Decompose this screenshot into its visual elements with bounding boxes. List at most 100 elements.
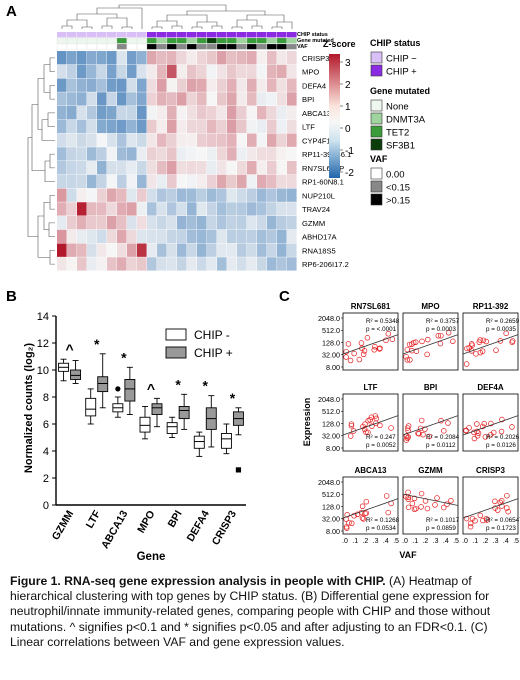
heatmap-cell: [277, 147, 287, 161]
heatmap-cell: [207, 147, 217, 161]
scatter-x-tick-label: .3: [493, 538, 499, 545]
scatter-point: [349, 520, 355, 526]
scatter-panel-title: DEF4A: [477, 383, 503, 392]
heatmap-cell: [277, 119, 287, 134]
heatmap-cell: [287, 202, 297, 216]
heatmap-cell: [127, 106, 137, 120]
heatmap-cell: [127, 243, 137, 257]
scatter-point: [411, 495, 418, 502]
scatter-y-tick-label: 512.0: [322, 326, 340, 335]
heatmap-cell: [127, 161, 137, 175]
heatmap-cell: [107, 229, 117, 244]
annot-vaf-cell: [136, 43, 147, 50]
heatmap-cell: [157, 229, 167, 244]
scatter-point: [346, 520, 352, 526]
annot-gene-cell: [256, 37, 267, 44]
heatmap-cell: [177, 216, 187, 230]
heatmap-cell: [137, 216, 147, 230]
heatmap-cell: [217, 78, 227, 92]
heatmap-cell: [107, 106, 117, 120]
heatmap-cell: [237, 202, 247, 216]
heatmap-cell: [167, 229, 177, 244]
heatmap-cell: [67, 202, 77, 216]
heatmap-cell: [237, 257, 247, 271]
dendrogram-branch: [43, 64, 50, 93]
heatmap-cell: [277, 174, 287, 189]
heatmap-cell: [167, 257, 177, 271]
heatmap-cell: [257, 161, 267, 175]
heatmap-cell: [117, 64, 127, 79]
heatmap-cell: [217, 119, 227, 134]
scatter-point: [491, 429, 497, 436]
annot-chip-cell: [257, 32, 267, 38]
annot-chip-cell: [147, 32, 157, 38]
heatmap-cell: [287, 106, 297, 120]
caption-title: Figure 1. RNA-seq gene expression analys…: [10, 574, 386, 588]
annot-chip-cell: [157, 32, 167, 38]
heatmap-cell: [197, 133, 207, 147]
legend-swatch: [370, 167, 383, 180]
heatmap-cell: [247, 78, 257, 92]
heatmap-cell: [157, 147, 167, 161]
scatter-point: [385, 331, 392, 337]
heatmap-cell: [57, 229, 67, 244]
scatter-y-tick-label: 512.0: [322, 407, 340, 416]
heatmap-cell: [217, 174, 227, 189]
legend-swatch: [370, 193, 383, 206]
scatter-x-tick-label: .1: [412, 538, 418, 545]
dendrogram-branch: [47, 112, 55, 127]
scatter-x-tick-label: .1: [352, 538, 358, 545]
scatter-point: [467, 520, 474, 527]
heatmap-cell: [247, 64, 257, 79]
scatter-point: [405, 504, 412, 511]
scatter-x-tick-label: .1: [472, 538, 478, 545]
heatmap-cell: [207, 92, 217, 106]
heatmap-cell: [107, 188, 117, 202]
heatmap-grid: [57, 51, 297, 271]
heatmap-cell: [277, 243, 287, 257]
annot-chip-cell: [227, 32, 237, 38]
heatmap-cell: [77, 188, 87, 202]
scatter-point: [483, 338, 490, 345]
zscore-ticks: 3 2 1 0 -1 -2: [340, 58, 354, 179]
heatmap-cell: [207, 243, 217, 257]
annot-gene-cell: [96, 37, 107, 44]
annot-chip-cell: [267, 32, 277, 38]
legend-vaf-title: VAF: [370, 154, 388, 164]
scatter-x-tick-label: .2: [422, 538, 428, 545]
scatter-point: [448, 498, 454, 504]
legend-chip: CHIP − CHIP +: [370, 51, 417, 78]
annot-vaf-cell: [76, 43, 87, 50]
heatmap-cell: [287, 92, 297, 106]
heatmap-cell: [77, 106, 87, 120]
legend-swatch: [370, 51, 383, 64]
gene-label: ABHD17A: [302, 233, 338, 242]
heatmap-cell: [247, 92, 257, 106]
heatmap-cell: [97, 119, 107, 134]
heatmap-cell: [57, 64, 67, 79]
scatter-point: [351, 350, 357, 357]
heatmap-cell: [177, 188, 187, 202]
boxplot-box: [151, 403, 163, 416]
boxplot-x-tick-label: BPI: [166, 508, 185, 529]
heatmap-cell: [287, 64, 297, 79]
scatter-y-tick-label: 2048.0: [318, 395, 340, 404]
gene-label: GZMM: [302, 219, 325, 228]
heatmap-cell: [77, 202, 87, 216]
heatmap-cell: [97, 174, 107, 189]
heatmap-cell: [247, 188, 257, 202]
heatmap-cell: [287, 229, 297, 244]
heatmap-cell: [257, 78, 267, 92]
boxplot-y-tick-label: 14: [37, 311, 49, 323]
heatmap-cell: [157, 202, 167, 216]
dendrogram-branch: [61, 25, 73, 29]
heatmap-cell: [137, 106, 147, 120]
boxplot-y-tick-label: 12: [37, 338, 49, 350]
scatter-point: [464, 345, 470, 352]
dendrogram-branch: [41, 119, 55, 141]
heatmap-cell: [87, 174, 97, 189]
heatmap-cell: [117, 202, 127, 216]
heatmap-cell: [267, 202, 277, 216]
scatter-panel-frame: [462, 393, 519, 452]
boxplot-x-tick-label: ABCA13: [99, 508, 130, 551]
